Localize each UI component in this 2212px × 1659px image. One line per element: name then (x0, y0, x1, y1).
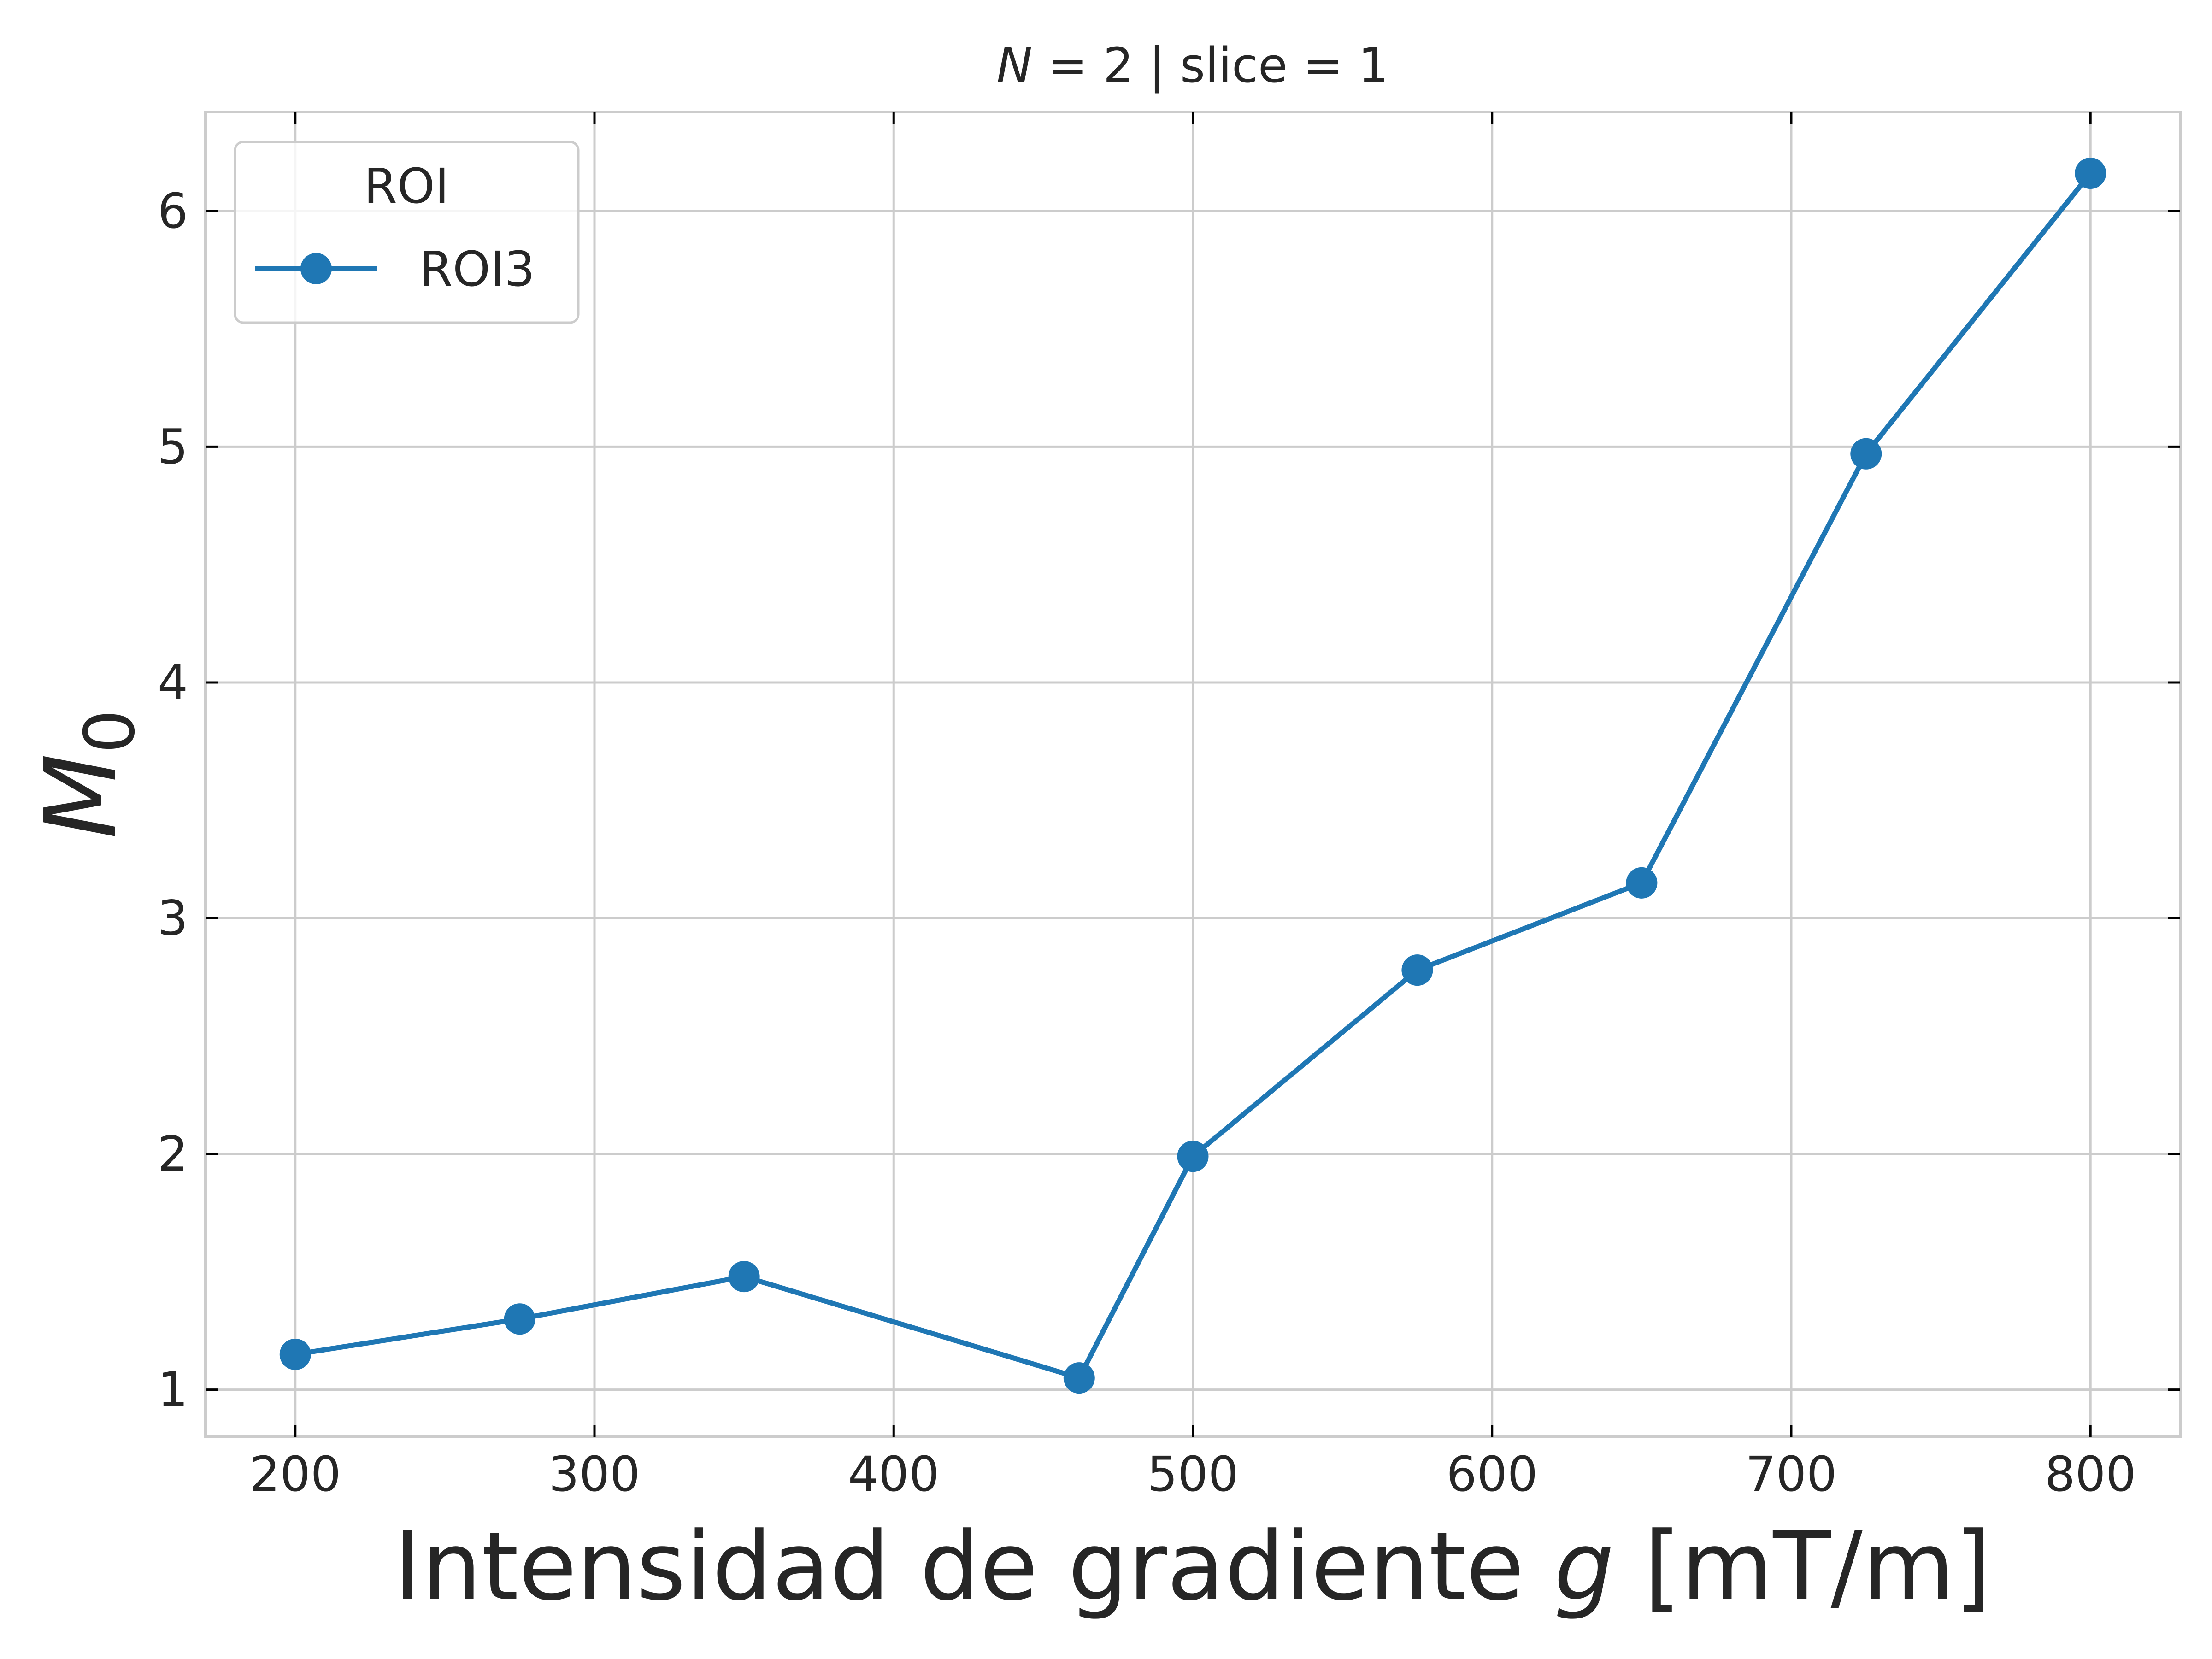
y-tick-label: 6 (158, 183, 188, 239)
data-point-roi3 (279, 1338, 311, 1370)
y-tick-label: 1 (158, 1362, 188, 1418)
y-axis-label-sub: 0 (70, 710, 150, 753)
legend: ROI ROI3 (234, 141, 580, 324)
legend-title: ROI (364, 158, 449, 214)
legend-label-roi3: ROI3 (419, 241, 535, 297)
series-layer (279, 158, 2106, 1394)
x-tick-label: 700 (1746, 1446, 1837, 1502)
legend-marker-roi3 (300, 253, 332, 284)
y-axis-label-main: M (23, 753, 139, 839)
x-axis-label-text: Intensidad de gradiente (394, 1512, 1554, 1622)
y-axis-label: M0 (23, 710, 150, 839)
x-tick-labels: 200 300 400 500 600 700 800 (250, 1446, 2136, 1502)
data-point-roi3 (1850, 438, 1882, 470)
x-axis-label: Intensidad de gradiente g [mT/m] (394, 1512, 1992, 1622)
y-tick-label: 2 (158, 1126, 188, 1182)
x-tick-label: 500 (1147, 1446, 1239, 1502)
y-tick-label: 3 (158, 890, 188, 947)
tick-marks (206, 112, 2180, 1437)
x-tick-label: 800 (2045, 1446, 2136, 1502)
x-tick-label: 300 (549, 1446, 641, 1502)
x-axis-label-variable: g (1554, 1512, 1614, 1622)
chart-title-variable: N (997, 37, 1033, 94)
data-point-roi3 (1401, 954, 1433, 986)
data-point-roi3 (1626, 867, 1658, 899)
data-point-roi3 (1177, 1141, 1209, 1172)
y-tick-label: 4 (158, 654, 188, 711)
y-tick-label: 5 (158, 418, 188, 475)
x-tick-label: 600 (1446, 1446, 1538, 1502)
y-tick-labels: 1 2 3 4 5 6 (158, 183, 188, 1418)
x-tick-label: 200 (250, 1446, 341, 1502)
data-point-roi3 (504, 1303, 535, 1335)
x-tick-label: 400 (848, 1446, 940, 1502)
data-point-roi3 (2075, 158, 2106, 189)
chart-title-text: = 2 | slice = 1 (1032, 37, 1388, 94)
data-point-roi3 (1063, 1362, 1095, 1394)
chart-title: N = 2 | slice = 1 (997, 37, 1389, 94)
x-axis-label-unit: [mT/m] (1614, 1512, 1992, 1622)
data-point-roi3 (728, 1261, 760, 1293)
